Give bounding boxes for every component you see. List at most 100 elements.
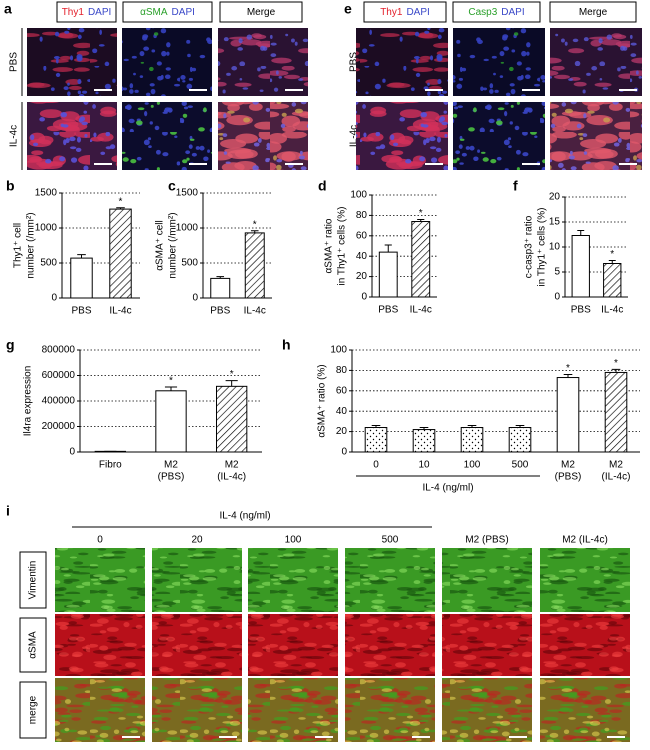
column-label: M2 (IL-4c)	[562, 535, 608, 546]
bar	[556, 377, 580, 453]
row-label: IL-4c	[349, 125, 360, 147]
micrograph	[27, 28, 117, 96]
y-tick-label: 20	[356, 271, 368, 282]
bar	[604, 371, 628, 453]
x-tick-label: PBS	[71, 306, 91, 317]
panel-label: h	[282, 337, 291, 353]
micrograph	[453, 102, 545, 170]
header-part: DAPI	[88, 7, 111, 18]
significance: *	[614, 358, 618, 369]
row-label: PBS	[349, 52, 360, 72]
x-tick-label: (IL-4c)	[602, 472, 631, 483]
bar	[216, 385, 248, 453]
error-bar	[577, 230, 585, 236]
x-tick-label: M2	[164, 460, 178, 471]
header-box	[56, 1, 117, 23]
y-tick-label: 15	[549, 217, 561, 228]
micrograph	[55, 548, 145, 612]
y-tick-label: 100	[330, 345, 347, 356]
micrograph	[442, 678, 532, 742]
row-label: merge	[28, 695, 39, 724]
micrograph	[540, 678, 630, 742]
y-tick-label: 0	[554, 292, 560, 303]
y-tick-label: 20	[549, 192, 561, 203]
error-bar	[225, 380, 238, 387]
error-bar	[611, 368, 621, 373]
y-tick-label: 0	[192, 293, 198, 304]
y-axis-label: c-casp3⁺ ratio	[524, 215, 535, 278]
bar	[571, 235, 590, 298]
micrograph	[442, 548, 532, 612]
header-part: DAPI	[501, 7, 524, 18]
micrograph	[356, 28, 448, 96]
x-tick-label: PBS	[378, 305, 398, 316]
error-bar	[563, 373, 573, 378]
micrograph	[540, 614, 630, 676]
micrograph	[248, 678, 338, 742]
header-part: DAPI	[172, 7, 195, 18]
significance: *	[230, 369, 234, 380]
micrograph	[27, 102, 117, 170]
y-axis-label: Thy1⁺ cell	[13, 223, 24, 268]
y-axis-label: Il4ra expression	[23, 366, 34, 437]
y-tick-label: 100	[350, 190, 367, 201]
header-box	[452, 1, 541, 23]
header: Merge	[247, 7, 276, 18]
header-part: Thy1	[380, 7, 403, 18]
y-tick-label: 800000	[42, 345, 76, 356]
y-axis-label: number (/mm²)	[168, 212, 179, 278]
y-axis-label: in Thy1⁺ cells (%)	[537, 207, 548, 286]
error-bar	[467, 424, 477, 428]
header: Thy1 DAPI	[62, 7, 112, 18]
header-part: DAPI	[406, 7, 429, 18]
y-tick-label: 60	[336, 385, 348, 396]
column-label: 20	[191, 535, 203, 546]
error-bar	[216, 276, 225, 279]
panel-label: d	[318, 178, 327, 194]
bar	[155, 390, 187, 453]
y-tick-label: 400000	[42, 396, 76, 407]
x-tick-label: 100	[464, 460, 481, 471]
y-tick-label: 60	[356, 230, 368, 241]
header: αSMA DAPI	[140, 7, 195, 18]
header: Thy1 DAPI	[380, 7, 430, 18]
micrograph	[55, 614, 145, 676]
x-tick-label: M2	[561, 460, 575, 471]
significance: *	[119, 196, 123, 207]
header-part: Thy1	[62, 7, 85, 18]
y-axis-label: αSMA⁺ cell	[155, 220, 166, 271]
header-part: Merge	[579, 7, 608, 18]
y-tick-label: 1500	[176, 188, 199, 199]
header-box	[219, 1, 303, 23]
panel-label: g	[6, 337, 15, 353]
row-box	[19, 617, 47, 673]
row-label: αSMA	[28, 631, 39, 659]
error-bar	[77, 254, 86, 259]
y-tick-label: 200000	[42, 421, 76, 432]
column-label: 100	[285, 535, 302, 546]
micrograph	[345, 614, 435, 676]
panel-label: c	[168, 178, 176, 194]
header-box	[549, 1, 637, 23]
micrograph	[356, 102, 448, 170]
header-box	[363, 1, 447, 23]
y-tick-label: 0	[69, 447, 75, 458]
micrograph	[248, 614, 338, 676]
y-tick-label: 500	[40, 258, 57, 269]
y-axis-label: number (/mm²)	[26, 212, 37, 278]
row-label: IL-4c	[9, 125, 20, 147]
header-part: αSMA	[140, 7, 168, 18]
y-axis-label: in Thy1⁺ cells (%)	[337, 206, 348, 285]
micrograph	[122, 28, 212, 96]
micrograph	[122, 102, 212, 170]
column-label: M2 (PBS)	[465, 535, 508, 546]
header-box	[122, 1, 213, 23]
significance: *	[253, 219, 257, 230]
row-box	[19, 551, 47, 609]
header-part: Casp3	[468, 7, 497, 18]
micrograph	[442, 614, 532, 676]
bar	[210, 277, 231, 299]
significance: *	[169, 376, 173, 387]
column-label: 500	[382, 535, 399, 546]
